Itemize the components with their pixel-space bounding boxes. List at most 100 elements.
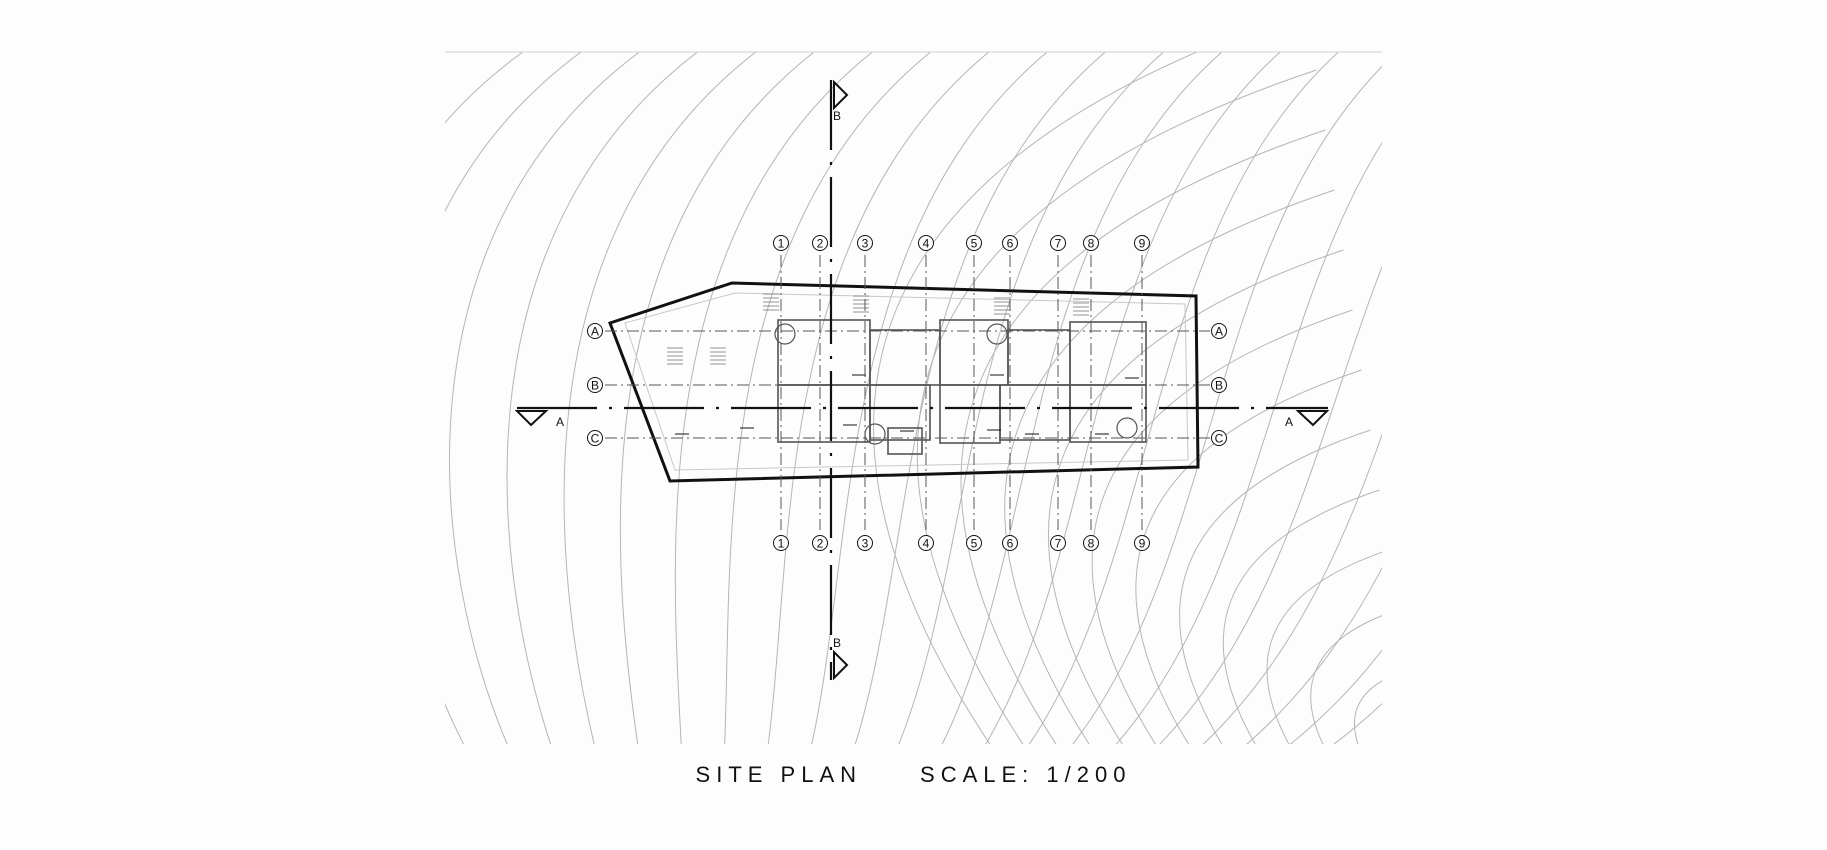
stair-symbol: [763, 293, 779, 311]
contour-line: [1115, 141, 1382, 744]
column-grid-label: 5: [971, 537, 978, 551]
contour-line: [674, 52, 874, 744]
contour-line: [1179, 429, 1371, 744]
column-grid-bubble: [812, 535, 828, 551]
stair-symbol: [710, 347, 726, 365]
column-grid-label: 3: [862, 237, 869, 251]
room-wall: [1007, 329, 1071, 386]
column-grid-bubble: [1050, 535, 1066, 551]
column-grid-label: 5: [971, 237, 978, 251]
row-grid-bubble: [587, 377, 603, 393]
column-grid-label: 2: [817, 537, 824, 551]
contour-line: [1266, 551, 1382, 744]
contour-line: [916, 69, 1317, 744]
spiral-stair: [986, 323, 1008, 345]
stair-symbol: [994, 297, 1010, 315]
contour-line: [449, 52, 641, 744]
column-grid-label: 1: [778, 537, 785, 551]
column-grid-bubble: [1083, 235, 1099, 251]
column-grid-bubble: [1134, 535, 1150, 551]
contour-line: [445, 52, 583, 744]
column-grid-bubble: [857, 235, 873, 251]
column-grid-bubble: [773, 235, 789, 251]
section-arrow-a-left: [514, 410, 549, 427]
column-grid-bubble: [966, 535, 982, 551]
contour-line: [1310, 615, 1382, 744]
roof-outline: [624, 292, 1189, 471]
drawing-title: SITE PLAN: [695, 762, 863, 787]
room-wall: [777, 384, 871, 443]
topographic-contours: [445, 52, 1382, 744]
contour-line: [1048, 249, 1344, 744]
contour-line: [1135, 369, 1362, 744]
contour-line: [1004, 189, 1335, 744]
contour-line: [898, 52, 1165, 744]
spiral-stair: [1116, 417, 1138, 439]
column-grid-bubble: [1002, 535, 1018, 551]
contour-line: [1246, 566, 1382, 744]
column-grid-bubble: [918, 535, 934, 551]
contour-line: [619, 52, 816, 744]
stair-symbol: [1073, 298, 1089, 316]
contour-line: [1028, 52, 1340, 744]
contour-line: [724, 52, 932, 744]
spiral-stair: [864, 423, 886, 445]
column-grid-bubble: [857, 535, 873, 551]
column-grid-bubble: [773, 535, 789, 551]
row-grid-bubble: [587, 430, 603, 446]
column-grid-bubble: [1002, 235, 1018, 251]
section-arrow-b-bottom: [833, 649, 849, 681]
contour-line: [1289, 649, 1382, 744]
column-grid-label: 3: [862, 537, 869, 551]
row-grid-label: B: [591, 379, 599, 393]
column-grid-bubble: [1134, 235, 1150, 251]
row-grid-label: B: [1215, 379, 1223, 393]
contour-line: [873, 52, 1199, 744]
row-grid-label: C: [591, 432, 600, 446]
contour-line: [1091, 309, 1353, 744]
section-label-a-left: A: [556, 415, 564, 429]
contour-line: [811, 52, 1049, 744]
section-markers: A A B B: [514, 79, 1330, 681]
site-boundary: [608, 281, 1200, 483]
column-grid-label: 6: [1007, 537, 1014, 551]
contour-line: [1354, 680, 1382, 744]
column-grid-label: 9: [1139, 237, 1146, 251]
drawing-caption: SITE PLAN SCALE: 1/200: [0, 762, 1827, 788]
room-wall: [887, 427, 923, 455]
column-grid-label: 4: [923, 537, 930, 551]
building-plan: [608, 281, 1200, 483]
section-label-b-top: B: [833, 109, 841, 123]
contour-line: [1072, 65, 1382, 744]
drawing-scale: SCALE: 1/200: [920, 762, 1132, 787]
column-grid-label: 8: [1088, 237, 1095, 251]
room-wall: [1069, 384, 1147, 443]
room-wall: [869, 329, 941, 386]
row-grid-bubble: [1211, 430, 1227, 446]
contour-line: [941, 52, 1223, 744]
column-grid-bubble: [1083, 535, 1099, 551]
section-arrow-b-top: [833, 79, 849, 111]
stair-symbol: [667, 347, 683, 365]
contour-line: [563, 52, 757, 744]
row-grid-bubble: [1211, 323, 1227, 339]
column-grid-label: 7: [1055, 237, 1062, 251]
row-grid-bubble: [587, 323, 603, 339]
contour-line: [1223, 489, 1380, 744]
row-grid-label: A: [1215, 325, 1223, 339]
structural-grid: 1 1 2 2 3 3 4 4 5 5 6 6 7 7 8 8 9 9 A A B B C C: [587, 235, 1227, 551]
row-grid-label: A: [591, 325, 599, 339]
column-grid-label: 1: [778, 237, 785, 251]
row-grid-label: C: [1215, 432, 1224, 446]
column-grid-label: 7: [1055, 537, 1062, 551]
contour-line: [445, 52, 524, 124]
contour-line: [1159, 265, 1382, 744]
contour-line: [960, 129, 1326, 744]
section-label-b-bottom: B: [833, 636, 841, 650]
contour-line: [767, 52, 990, 744]
column-grid-bubble: [812, 235, 828, 251]
column-grid-label: 2: [817, 237, 824, 251]
contour-line: [854, 52, 1107, 744]
section-arrow-a-right: [1295, 410, 1330, 427]
